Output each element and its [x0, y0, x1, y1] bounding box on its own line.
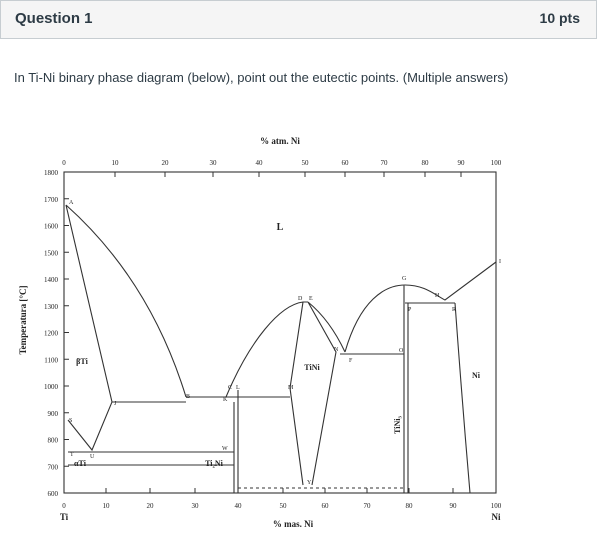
bottom-tick-label: 70: [364, 502, 372, 510]
point-label: F: [349, 358, 353, 364]
point-label: M: [288, 385, 294, 391]
point-label: E: [309, 296, 313, 302]
point-label: S: [69, 418, 72, 424]
phase-label: TiNi₃: [393, 415, 402, 433]
bottom-tick-label: 100: [491, 502, 502, 510]
phase-label: Ni: [472, 371, 481, 380]
y-tick-label: 1700: [44, 196, 59, 204]
end-label: Ti: [60, 512, 69, 522]
y-tick-label: 1300: [44, 303, 59, 311]
top-tick-label: 100: [491, 159, 502, 167]
point-label: A: [69, 200, 74, 206]
top-tick-label: 90: [458, 159, 466, 167]
point-label: B: [186, 394, 190, 400]
question-text: In Ti-Ni binary phase diagram (below), p…: [14, 70, 509, 85]
top-tick-label: 30: [210, 159, 218, 167]
point-label: Y: [307, 480, 312, 486]
top-tick-label: 60: [342, 159, 350, 167]
y-tick-label: 1600: [44, 223, 59, 231]
point-label: G: [402, 276, 407, 282]
y-tick-label: 900: [48, 410, 59, 418]
top-tick-label: 80: [422, 159, 430, 167]
bottom-tick-label: 30: [192, 502, 200, 510]
phase-label: L: [277, 222, 284, 233]
bottom-tick-label: 0: [62, 502, 66, 510]
top-tick-label: 20: [162, 159, 170, 167]
point-label: H: [435, 293, 440, 299]
y-tick-label: 1800: [44, 169, 59, 177]
point-label: N: [334, 347, 339, 353]
point-label: C: [228, 385, 232, 391]
y-tick-label: 600: [48, 490, 59, 498]
point-label: I: [499, 259, 501, 265]
bottom-tick-label: 40: [235, 502, 243, 510]
bottom-tick-label: 50: [280, 502, 288, 510]
y-tick-label: 800: [48, 437, 59, 445]
top-tick-label: 40: [256, 159, 264, 167]
phase-label: βTi: [76, 357, 88, 366]
top-axis-label: % atm. Ni: [260, 136, 300, 146]
point-label: P: [408, 307, 412, 313]
point-label: W: [222, 446, 228, 452]
y-tick-label: 1500: [44, 249, 59, 257]
y-tick-label: 700: [48, 463, 59, 471]
bottom-tick-label: 90: [450, 502, 458, 510]
point-label: U: [90, 454, 95, 460]
point-label: O: [399, 348, 404, 354]
point-label: D: [298, 296, 303, 302]
phase-label: TiNi: [304, 363, 320, 372]
y-axis-label: Temperatura [°C]: [18, 285, 28, 354]
bottom-tick-label: 60: [322, 502, 330, 510]
point-label: J: [114, 401, 117, 407]
y-tick-label: 1000: [44, 383, 59, 391]
y-tick-label: 1200: [44, 330, 59, 338]
top-tick-label: 50: [302, 159, 310, 167]
point-label: T: [70, 452, 74, 458]
point-label: R: [452, 307, 456, 313]
phase-label: αTi: [74, 459, 87, 468]
question-title: Question 1: [15, 10, 93, 27]
end-label: Ni: [492, 512, 501, 522]
point-label: K: [223, 397, 228, 403]
phase-lines: [65, 204, 497, 494]
top-tick-label: 0: [62, 159, 66, 167]
question-header: Question 1 10 pts: [0, 0, 597, 39]
points: 10 pts: [539, 10, 580, 26]
bottom-tick-label: 20: [147, 502, 155, 510]
y-tick-label: 1400: [44, 276, 59, 284]
point-label: L: [236, 385, 240, 391]
bottom-tick-label: 80: [406, 502, 414, 510]
y-tick-label: 1100: [44, 356, 58, 364]
bottom-tick-label: 10: [103, 502, 111, 510]
phase-diagram: 1800170016001500140013001200110010009008…: [18, 136, 502, 529]
plot-frame: [63, 171, 497, 494]
top-tick-label: 10: [112, 159, 120, 167]
top-tick-label: 70: [381, 159, 389, 167]
phase-label: Ti₂Ni: [205, 459, 224, 468]
bottom-axis-label: % mas. Ni: [273, 519, 314, 529]
